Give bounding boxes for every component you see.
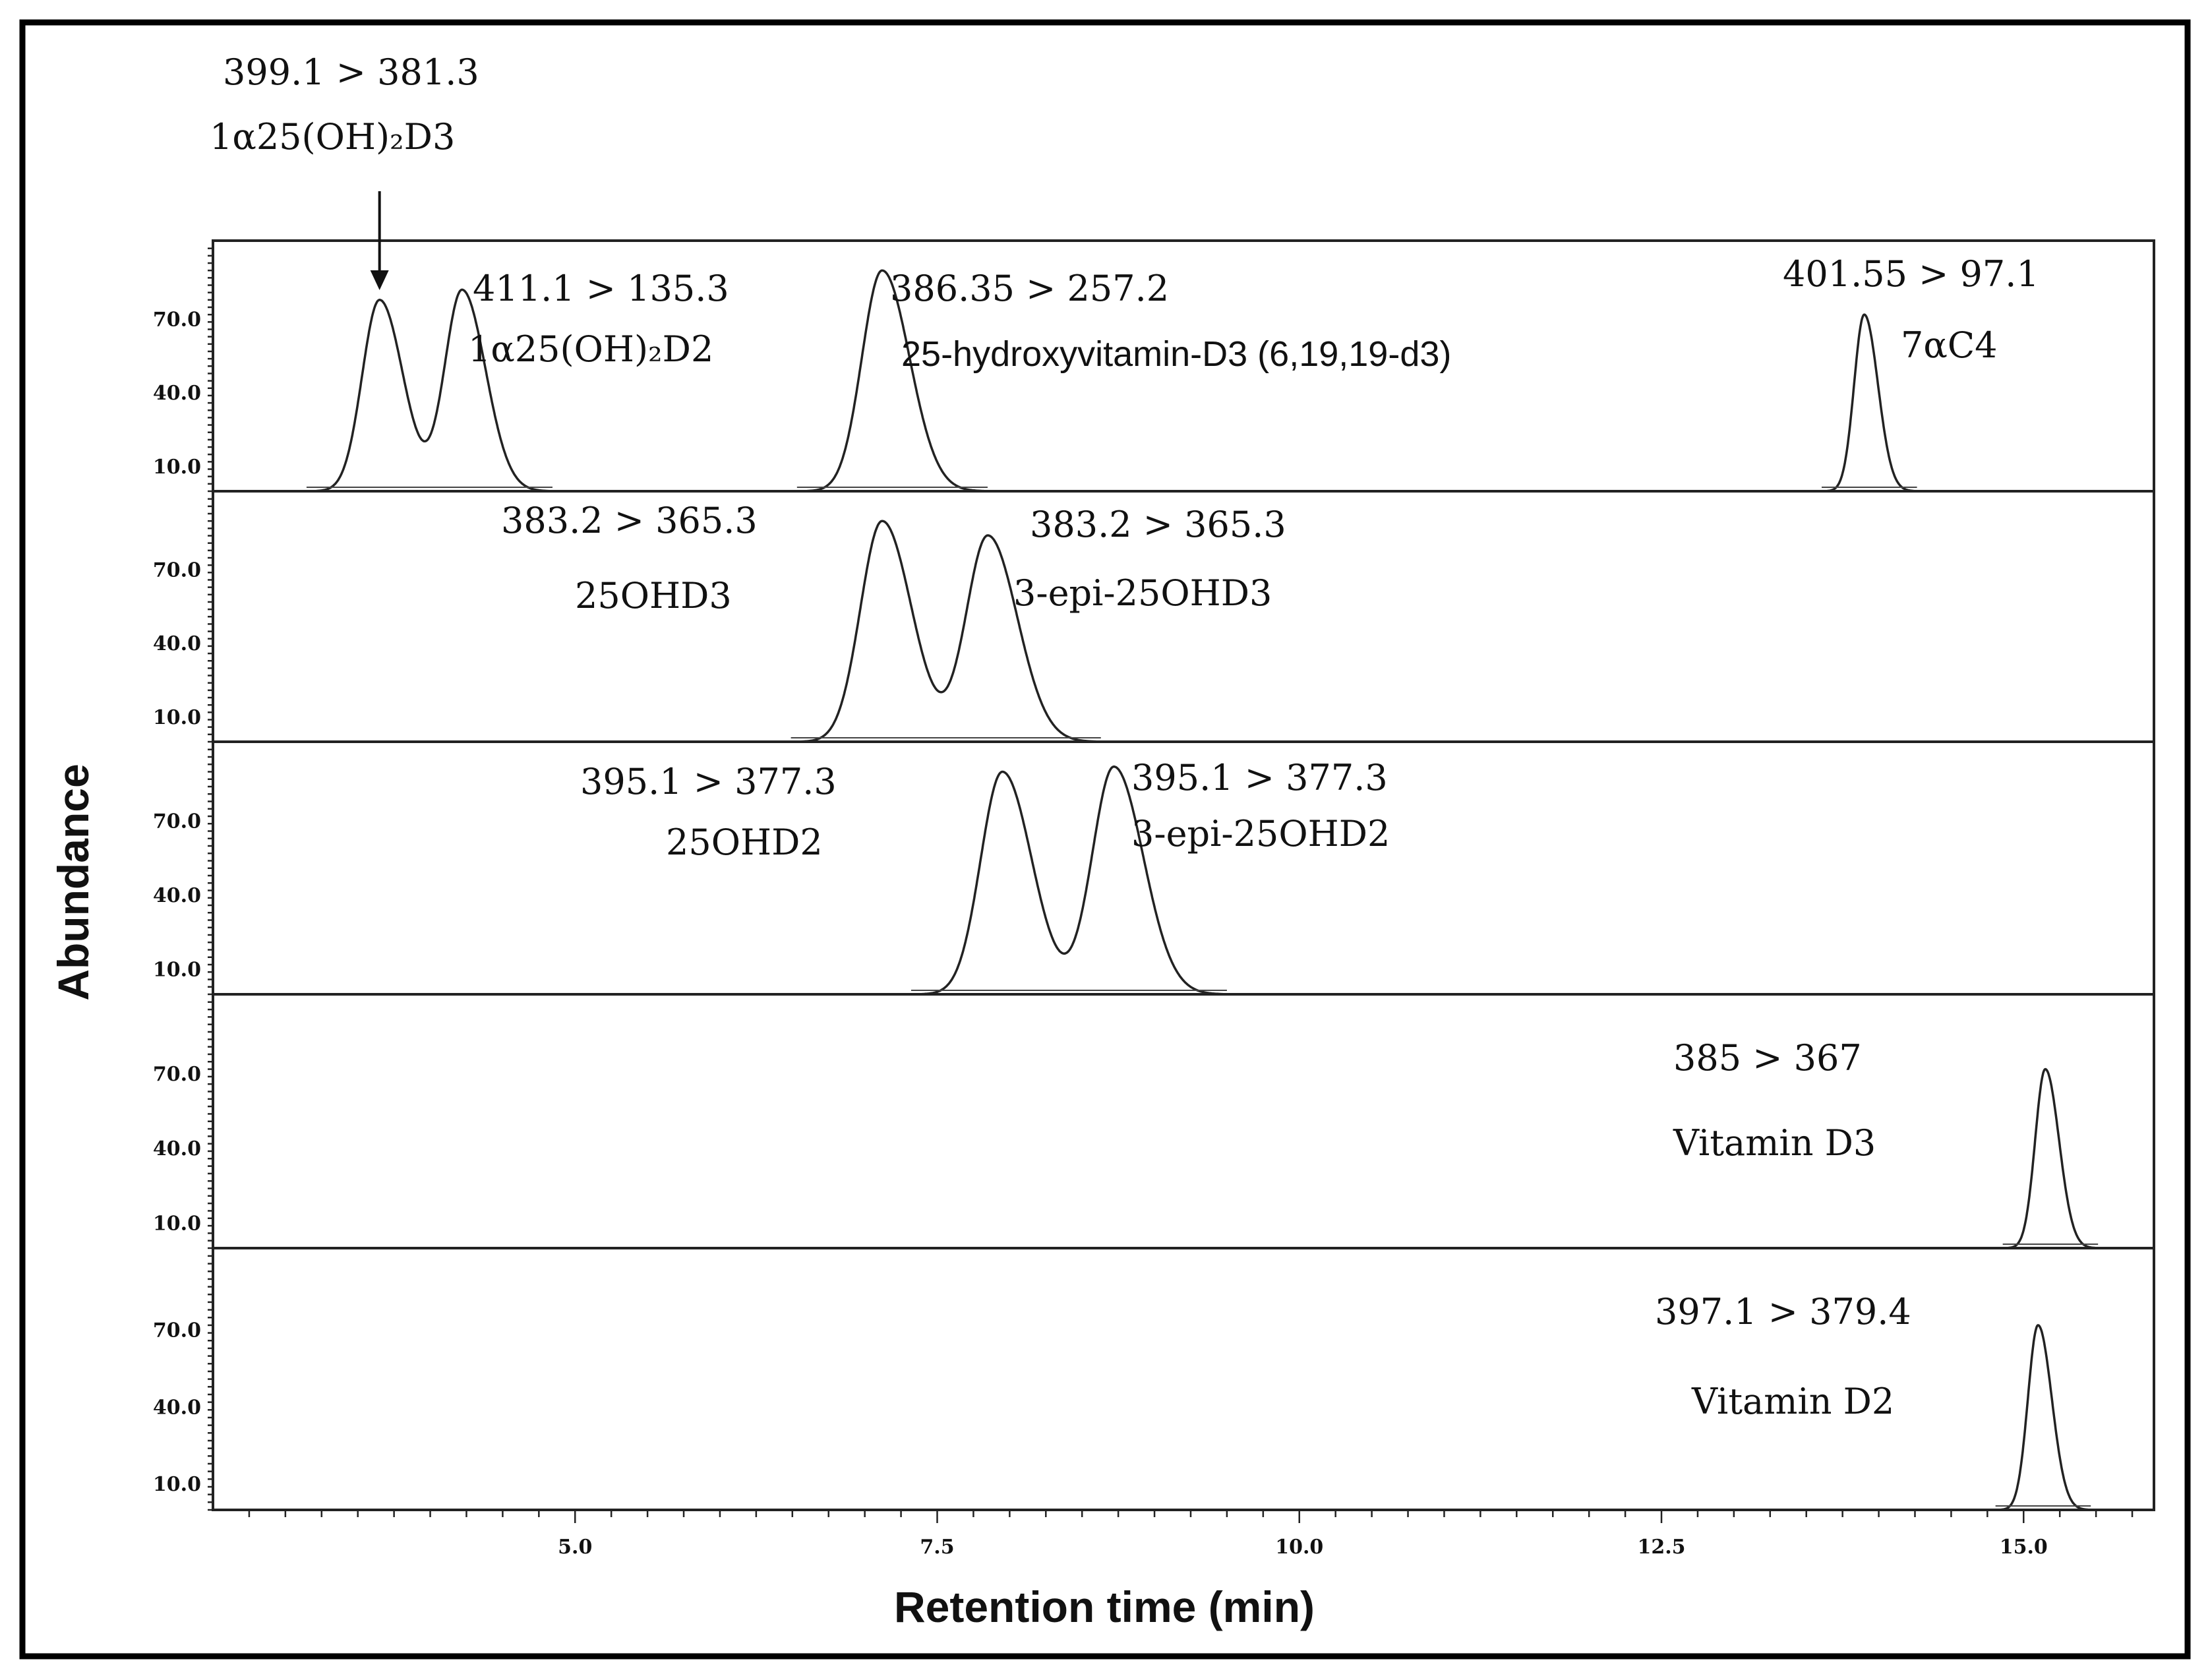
chromatogram-trace bbox=[791, 520, 1101, 743]
y-tick-label: 10.0 bbox=[153, 706, 201, 729]
chromatogram-trace bbox=[911, 765, 1227, 996]
y-tick-label: 40.0 bbox=[153, 1137, 201, 1160]
figure-border bbox=[19, 19, 2191, 1660]
x-tick-label: 7.5 bbox=[920, 1536, 954, 1559]
transition-label: 383.2 > 365.3 bbox=[1030, 504, 1286, 545]
x-tick-label: 5.0 bbox=[558, 1536, 592, 1559]
compound-label: 25OHD3 bbox=[575, 575, 732, 616]
transition-label: 395.1 > 377.3 bbox=[1131, 757, 1388, 798]
y-tick-label: 70.0 bbox=[153, 810, 201, 833]
peak-labels-group: 399.1 > 381.3 1α25(OH)₂D3 411.1 > 135.3 1α2… bbox=[210, 51, 2039, 1422]
y-tick-label: 10.0 bbox=[153, 456, 201, 479]
compound-label: Vitamin D3 bbox=[1673, 1122, 1876, 1164]
x-tick-label: 12.5 bbox=[1637, 1536, 1685, 1559]
peak-arrow-head bbox=[370, 270, 389, 290]
compound-label: 25OHD2 bbox=[666, 822, 823, 863]
y-tick-label: 40.0 bbox=[153, 884, 201, 907]
y-tick-label: 10.0 bbox=[153, 1212, 201, 1235]
transition-label: 383.2 > 365.3 bbox=[501, 500, 758, 541]
y-tick-label: 70.0 bbox=[153, 559, 201, 582]
x-tick-label: 15.0 bbox=[2000, 1536, 2048, 1559]
y-tick-label: 70.0 bbox=[153, 1319, 201, 1342]
chromatogram-trace bbox=[1995, 1324, 2091, 1511]
transition-label: 395.1 > 377.3 bbox=[580, 761, 837, 802]
chromatogram-panel-2: 10.0 40.0 70.0 bbox=[153, 490, 2155, 743]
panels-group: 10.040.070.010.040.070.010.040.070.010.0… bbox=[153, 239, 2155, 1511]
compound-label: 25-hydroxyvitamin-D3 (6,19,19-d3) bbox=[901, 334, 1451, 374]
transition-label: 401.55 > 97.1 bbox=[1783, 253, 2039, 295]
chromatogram-trace bbox=[306, 288, 552, 493]
compound-label: 1α25(OH)₂D2 bbox=[468, 328, 713, 370]
x-axis: 5.0 7.5 10.0 12.5 15.0 bbox=[213, 1509, 2154, 1559]
x-tick-label: 10.0 bbox=[1275, 1536, 1323, 1559]
y-tick-label: 40.0 bbox=[153, 382, 201, 405]
x-axis-title: Retention time (min) bbox=[894, 1582, 1315, 1631]
transition-label: 385 > 367 bbox=[1673, 1037, 1862, 1079]
compound-label: 3-epi-25OHD2 bbox=[1131, 813, 1390, 855]
chromatogram-trace bbox=[796, 269, 988, 493]
y-tick-label: 40.0 bbox=[153, 632, 201, 655]
y-tick-label: 10.0 bbox=[153, 959, 201, 982]
compound-label: 1α25(OH)₂D3 bbox=[210, 116, 455, 158]
y-tick-label: 10.0 bbox=[153, 1473, 201, 1496]
compound-label: 3-epi-25OHD3 bbox=[1013, 572, 1272, 614]
compound-label: Vitamin D2 bbox=[1691, 1381, 1894, 1422]
y-tick-label: 40.0 bbox=[153, 1396, 201, 1419]
chromatogram-trace bbox=[1821, 313, 1917, 493]
chromatogram-trace bbox=[2002, 1067, 2098, 1249]
y-axis-title: Abundance bbox=[49, 764, 98, 1000]
compound-label: 7αC4 bbox=[1901, 324, 1998, 366]
transition-label: 386.35 > 257.2 bbox=[890, 268, 1169, 309]
transition-label: 411.1 > 135.3 bbox=[473, 268, 729, 309]
transition-label: 399.1 > 381.3 bbox=[223, 51, 479, 93]
transition-label: 397.1 > 379.4 bbox=[1655, 1291, 1911, 1333]
y-tick-label: 70.0 bbox=[153, 1063, 201, 1086]
y-tick-label: 70.0 bbox=[153, 309, 201, 332]
